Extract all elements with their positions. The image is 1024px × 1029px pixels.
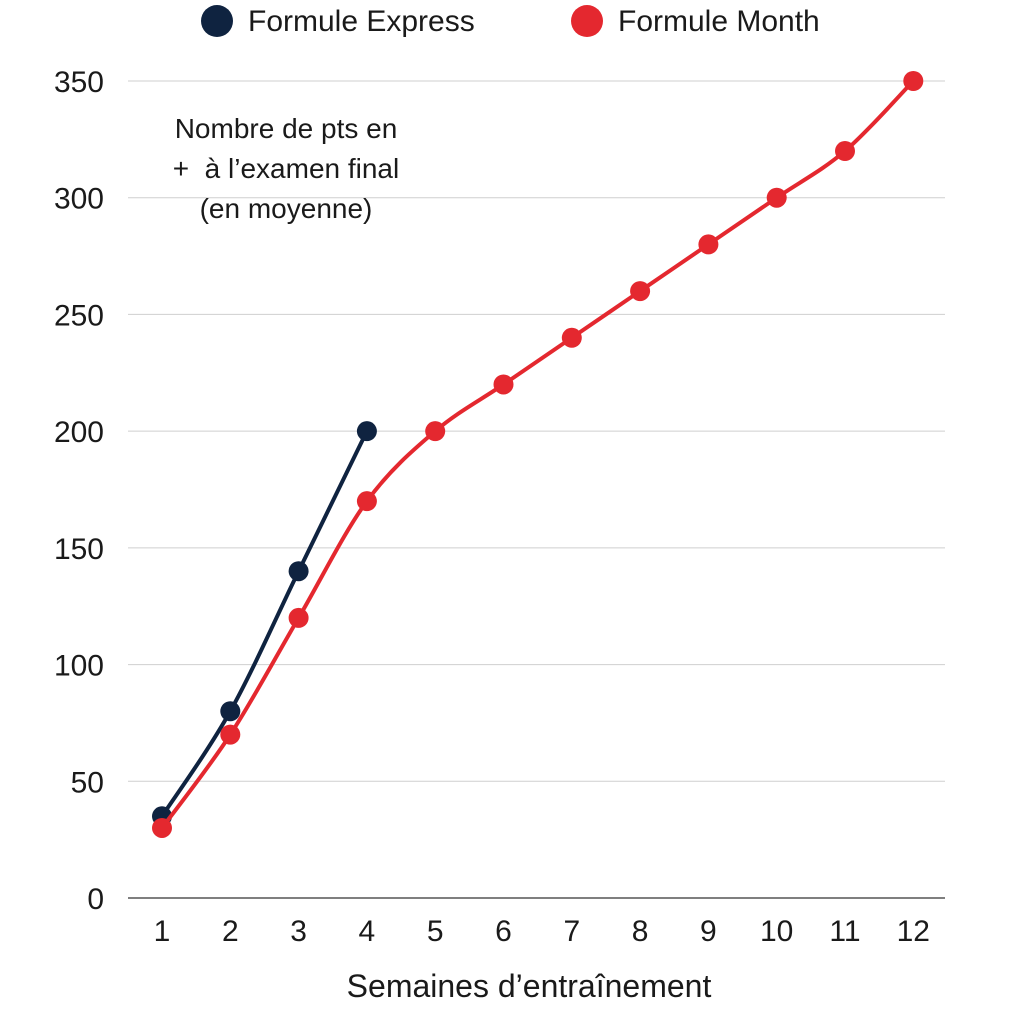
legend-marker [201,5,233,37]
y-tick-label: 50 [71,766,104,799]
data-point [698,234,718,254]
x-tick-label: 9 [700,915,717,948]
data-point [357,491,377,511]
data-point [562,328,582,348]
legend-label: Formule Month [618,5,820,38]
x-tick-label: 4 [359,915,376,948]
x-tick-label: 1 [154,915,171,948]
y-tick-label: 350 [54,66,104,99]
annotation-line-1: Nombre de pts en [175,113,398,144]
data-point [425,421,445,441]
x-axis-label: Semaines d’entraînement [347,968,712,1004]
data-point [630,281,650,301]
annotation-line-2: + à l’examen final [173,153,399,184]
x-tick-label: 8 [632,915,649,948]
annotation: Nombre de pts en + à l’examen final (en … [173,113,399,224]
x-axis-tick-labels: 1 2 3 4 5 6 7 8 9 10 11 12 [154,915,930,948]
data-point [289,561,309,581]
y-tick-label: 100 [54,650,104,683]
x-tick-label: 2 [222,915,239,948]
y-tick-label: 150 [54,533,104,566]
x-tick-label: 12 [897,915,930,948]
y-tick-label: 250 [54,299,104,332]
series-line [162,431,367,816]
data-point [152,818,172,838]
x-tick-label: 7 [563,915,580,948]
y-axis-tick-labels: 0 50 100 150 200 250 300 350 [54,66,104,916]
data-point [835,141,855,161]
x-tick-label: 6 [495,915,512,948]
x-tick-label: 10 [760,915,793,948]
series-1 [152,71,923,838]
legend-label: Formule Express [248,5,475,38]
data-point [494,374,514,394]
series-0 [152,421,377,826]
x-tick-label: 11 [829,915,860,948]
legend: Formule Express Formule Month [201,5,820,38]
y-tick-label: 0 [87,883,104,916]
y-tick-label: 300 [54,183,104,216]
data-point [220,701,240,721]
data-point [767,188,787,208]
data-point [903,71,923,91]
x-tick-label: 5 [427,915,444,948]
data-point [220,725,240,745]
legend-marker [571,5,603,37]
data-point [289,608,309,628]
data-point [357,421,377,441]
series-layer [152,71,923,838]
annotation-line-3: (en moyenne) [200,193,373,224]
x-tick-label: 3 [290,915,307,948]
y-tick-label: 200 [54,416,104,449]
